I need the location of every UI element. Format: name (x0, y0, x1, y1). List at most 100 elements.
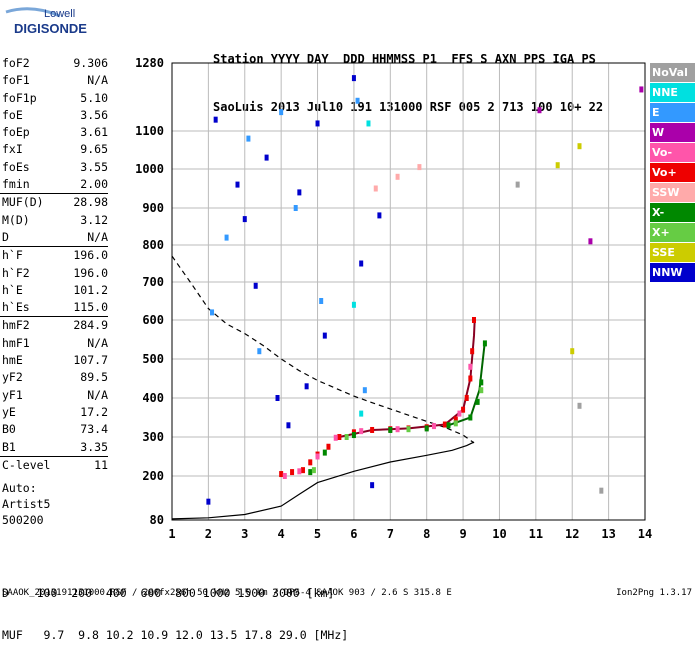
auto-software: Artist5 (2, 497, 51, 511)
param-row: yF2 89.5 (0, 369, 108, 386)
param-name: hmE (2, 353, 23, 368)
echo-point (279, 471, 284, 478)
param-separator (0, 193, 108, 195)
echo-point (377, 212, 382, 219)
software-version: Ion2Png 1.3.17 (616, 588, 692, 598)
param-name: foE (2, 107, 23, 122)
y-tick-label: 400 (142, 391, 164, 405)
param-name: foEp (2, 125, 30, 140)
echo-point (286, 422, 291, 429)
parameters-panel: foF2 9.306 foF1 N/A foF1p 5.10 foE 3.56 foEp 3.61… (0, 55, 108, 474)
param-row: B1 3.35 (0, 439, 108, 456)
param-separator (0, 316, 108, 318)
echo-point (351, 75, 356, 82)
echo-point (471, 317, 476, 323)
param-value: 9.306 (73, 56, 108, 70)
echo-point (424, 425, 429, 432)
param-row: hmF1 N/A (0, 335, 108, 352)
param-name: h`F2 (2, 265, 30, 280)
echo-point (308, 469, 313, 476)
x-tick-label: 13 (601, 527, 615, 541)
x-tick-label: 1 (168, 527, 175, 541)
legend-item: NNE (650, 83, 695, 102)
param-name: h`Es (2, 300, 30, 315)
autoscaling-info: Auto: Artist5 500200 (2, 480, 50, 528)
x-tick-label: 6 (350, 527, 357, 541)
param-row: h`F 196.0 (0, 247, 108, 264)
param-name: foF1 (2, 73, 30, 88)
legend-item: X+ (650, 223, 695, 242)
echo-point (359, 260, 364, 267)
legend-item: X- (650, 203, 695, 222)
y-tick-label: 1000 (135, 162, 164, 176)
param-value: N/A (87, 73, 108, 88)
echo-trace-line (448, 341, 486, 427)
echo-point (246, 135, 251, 142)
param-value: 3.56 (80, 107, 108, 122)
param-name: fmin (2, 177, 30, 192)
echo-point (577, 143, 582, 150)
x-tick-label: 4 (278, 527, 285, 541)
echo-point (468, 375, 473, 382)
echo-point (315, 453, 320, 460)
param-value: 3.55 (80, 159, 108, 174)
param-row: foF1p 5.10 (0, 90, 108, 107)
echo-point (253, 282, 258, 289)
logo-line1: Lowell (44, 8, 76, 20)
param-value: N/A (87, 335, 108, 350)
echo-point (599, 487, 604, 494)
auto-version-code: 500200 (2, 513, 44, 527)
echo-point (479, 387, 484, 394)
plot-frame (171, 62, 646, 521)
param-value: 11 (94, 457, 108, 472)
echo-point (515, 181, 520, 188)
param-separator (0, 246, 108, 248)
file-info-footer: SAAOK_2013191131000.RSF / 260fx256h 50 k… (2, 588, 452, 598)
echo-point (461, 406, 466, 413)
legend-item: NoVal (650, 63, 695, 82)
param-row: foF2 9.306 (0, 55, 108, 72)
echo-point (224, 234, 229, 241)
param-value: 89.5 (80, 370, 108, 385)
echo-point (468, 363, 473, 370)
echo-point (257, 348, 262, 355)
echo-point (304, 383, 309, 390)
x-tick-label: 12 (565, 527, 579, 541)
param-name: B1 (2, 439, 16, 454)
echo-point (475, 398, 480, 405)
param-value: N/A (87, 387, 108, 402)
param-value: 73.4 (80, 422, 108, 437)
param-name: MUF(D) (2, 195, 44, 210)
param-row: yE 17.2 (0, 404, 108, 421)
echo-point (370, 426, 375, 433)
echo-point (577, 402, 582, 409)
param-value: 3.61 (80, 125, 108, 140)
echo-point (322, 332, 327, 339)
param-value: 107.7 (73, 353, 108, 368)
x-tick-label: 10 (492, 527, 506, 541)
echo-point (210, 309, 215, 316)
echo-point (395, 173, 400, 180)
param-row: foEp 3.61 (0, 124, 108, 141)
legend-item: Vo- (650, 143, 695, 162)
echo-point (351, 301, 356, 308)
echo-point (366, 120, 371, 127)
param-name: C-level (2, 457, 51, 472)
echo-point (457, 410, 462, 417)
echo-point (322, 449, 327, 456)
param-row: yF1 N/A (0, 387, 108, 404)
param-row: hmF2 284.9 (0, 317, 108, 334)
param-value: 17.2 (80, 404, 108, 419)
polarization-legend: NoVal NNE E W Vo- Vo+ SSW X- X+ SSE NNW (650, 63, 695, 283)
echo-point (290, 469, 295, 476)
echo-point (388, 426, 393, 433)
echo-point (308, 459, 313, 466)
param-value: 28.98 (73, 195, 108, 210)
param-row: C-level 11 (0, 457, 108, 474)
echo-point (242, 216, 247, 223)
param-row: M(D) 3.12 (0, 212, 108, 229)
ionogram-plot: 1 2 3 4 5 6 7 8 9 10 11 12 13 14802003004005006007008… (135, 56, 652, 541)
digisonde-logo: Lowell DIGISONDE (4, 6, 134, 40)
param-row: h`F2 196.0 (0, 265, 108, 282)
echo-point (235, 181, 240, 188)
